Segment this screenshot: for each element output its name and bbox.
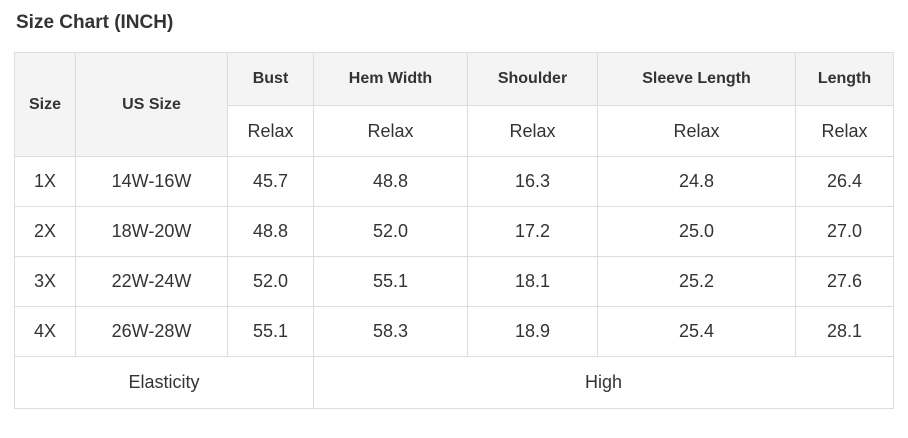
- hem-width-value: 48.8: [313, 156, 468, 207]
- fit-cell-hem-width: Relax: [313, 105, 468, 157]
- page-title: Size Chart (INCH): [16, 12, 174, 33]
- fit-cell-sleeve-length: Relax: [597, 105, 796, 157]
- shoulder-value: 17.2: [467, 206, 598, 257]
- col-header-sleeve-length: Sleeve Length: [597, 52, 796, 106]
- us-size-cell: 14W-16W: [75, 156, 228, 207]
- header-row-fit: Relax Relax Relax Relax Relax: [15, 105, 894, 157]
- header-row-labels: Size US Size Bust Hem Width Shoulder Sle…: [14, 52, 894, 157]
- length-value: 27.6: [795, 256, 894, 307]
- length-value: 28.1: [795, 306, 894, 357]
- fit-cell-bust: Relax: [227, 105, 314, 157]
- col-header-length: Length: [795, 52, 894, 106]
- size-cell: 4X: [14, 306, 76, 357]
- table-row-2x: 2X 18W-20W 48.8 52.0 17.2 25.0 27.0: [14, 206, 894, 257]
- table-row-1x: 1X 14W-16W 45.7 48.8 16.3 24.8 26.4: [14, 156, 894, 207]
- table-row-4x: 4X 26W-28W 55.1 58.3 18.9 25.4 28.1: [14, 306, 894, 357]
- fit-cell-length: Relax: [795, 105, 894, 157]
- elasticity-label: Elasticity: [14, 356, 314, 409]
- hem-width-value: 58.3: [313, 306, 468, 357]
- bust-value: 55.1: [227, 306, 314, 357]
- hem-width-value: 52.0: [313, 206, 468, 257]
- col-header-hem-width: Hem Width: [313, 52, 468, 106]
- bust-value: 48.8: [227, 206, 314, 257]
- size-chart-table: Size US Size Bust Hem Width Shoulder Sle…: [14, 52, 894, 409]
- fit-cell-shoulder: Relax: [467, 105, 598, 157]
- col-header-bust: Bust: [227, 52, 314, 106]
- sleeve-length-value: 25.0: [597, 206, 796, 257]
- col-header-size: Size: [14, 52, 76, 157]
- shoulder-value: 18.9: [467, 306, 598, 357]
- length-value: 27.0: [795, 206, 894, 257]
- size-cell: 2X: [14, 206, 76, 257]
- sleeve-length-value: 25.2: [597, 256, 796, 307]
- us-size-cell: 26W-28W: [75, 306, 228, 357]
- size-cell: 1X: [14, 156, 76, 207]
- elasticity-value: High: [313, 356, 894, 409]
- table-row-3x: 3X 22W-24W 52.0 55.1 18.1 25.2 27.6: [14, 256, 894, 307]
- shoulder-value: 18.1: [467, 256, 598, 307]
- bust-value: 52.0: [227, 256, 314, 307]
- bust-value: 45.7: [227, 156, 314, 207]
- col-header-shoulder: Shoulder: [467, 52, 598, 106]
- length-value: 26.4: [795, 156, 894, 207]
- col-header-us-size: US Size: [75, 52, 228, 157]
- shoulder-value: 16.3: [467, 156, 598, 207]
- size-cell: 3X: [14, 256, 76, 307]
- us-size-cell: 18W-20W: [75, 206, 228, 257]
- hem-width-value: 55.1: [313, 256, 468, 307]
- table-row-elasticity: Elasticity High: [14, 356, 894, 409]
- us-size-cell: 22W-24W: [75, 256, 228, 307]
- sleeve-length-value: 24.8: [597, 156, 796, 207]
- sleeve-length-value: 25.4: [597, 306, 796, 357]
